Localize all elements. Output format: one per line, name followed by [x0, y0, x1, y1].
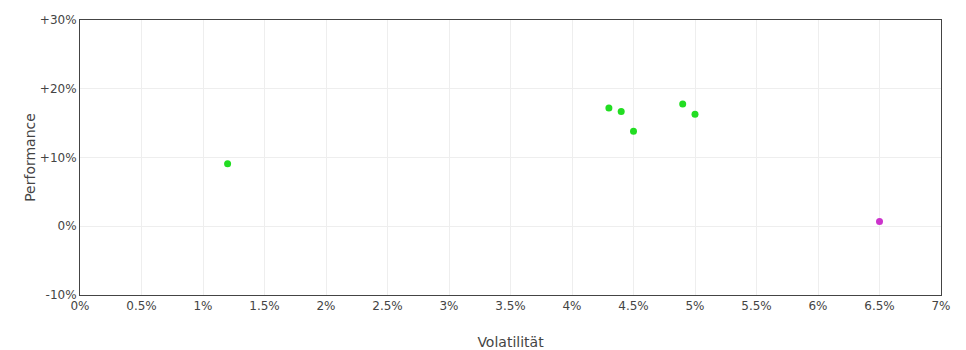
svg-text:Volatilität: Volatilität: [477, 334, 544, 350]
svg-text:-10%: -10%: [46, 288, 77, 302]
svg-text:1%: 1%: [193, 299, 212, 313]
svg-text:6%: 6%: [808, 299, 827, 313]
svg-text:Performance: Performance: [22, 113, 38, 202]
svg-text:+20%: +20%: [40, 82, 77, 96]
svg-text:2%: 2%: [316, 299, 335, 313]
svg-text:5.5%: 5.5%: [741, 299, 772, 313]
svg-text:3%: 3%: [439, 299, 458, 313]
svg-text:0%: 0%: [58, 219, 77, 233]
svg-text:1.5%: 1.5%: [249, 299, 280, 313]
svg-text:+30%: +30%: [40, 13, 77, 27]
svg-text:0%: 0%: [70, 299, 89, 313]
svg-text:4.5%: 4.5%: [618, 299, 649, 313]
svg-text:7%: 7%: [931, 299, 950, 313]
svg-text:4%: 4%: [562, 299, 581, 313]
svg-text:6.5%: 6.5%: [864, 299, 895, 313]
svg-text:5%: 5%: [685, 299, 704, 313]
svg-text:2.5%: 2.5%: [372, 299, 403, 313]
svg-text:0.5%: 0.5%: [126, 299, 157, 313]
svg-text:+10%: +10%: [40, 151, 77, 165]
svg-text:3.5%: 3.5%: [495, 299, 526, 313]
